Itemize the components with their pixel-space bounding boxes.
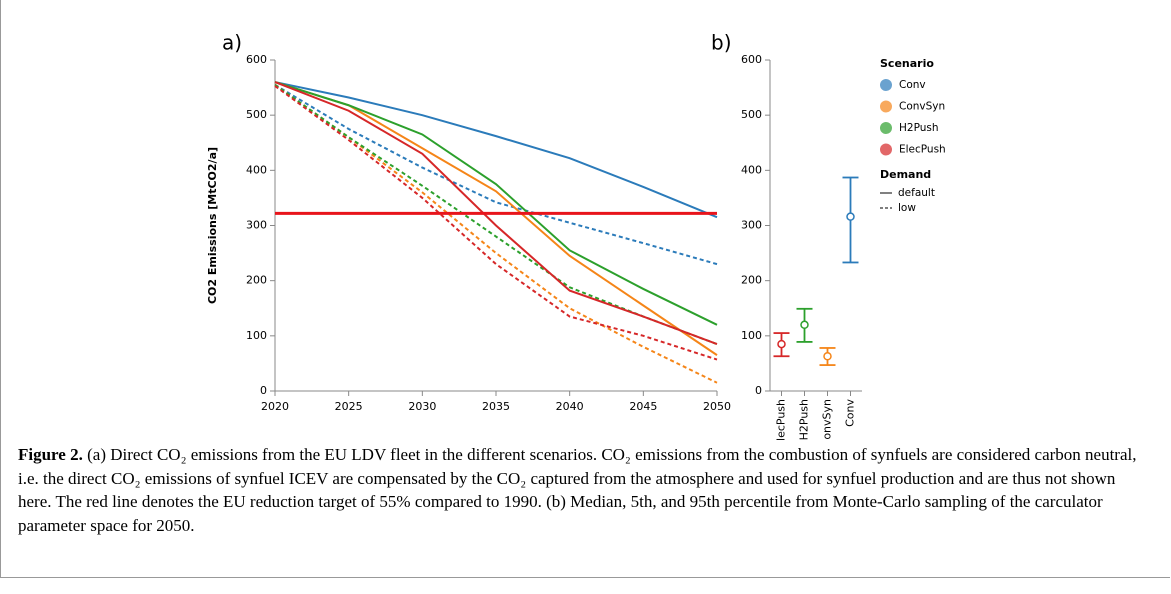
x-tick-label: 2050	[703, 400, 731, 413]
y-tick-label: 300	[741, 219, 762, 232]
line-series	[274, 81, 718, 326]
y-tick-label: 100	[246, 329, 267, 342]
y-tick-label: 600	[741, 53, 762, 66]
legend-label: default	[898, 187, 935, 199]
line-series	[274, 81, 718, 346]
y-tick-label: 400	[741, 163, 762, 176]
legend-title: Scenario	[880, 57, 934, 70]
x-tick-label: 2020	[261, 400, 289, 413]
median-point	[823, 351, 832, 361]
legend-label: ConvSyn	[899, 101, 945, 113]
panel-label: b)	[711, 31, 732, 55]
x-tick-label: 2035	[482, 400, 510, 413]
y-tick-label: 0	[755, 384, 762, 397]
x-tick-label: H2Push	[798, 399, 811, 440]
x-tick-label: 2040	[556, 400, 584, 413]
y-axis-title: CO2 Emissions [MtCO2/a]	[206, 147, 219, 304]
line-series	[274, 83, 718, 266]
line-series	[274, 85, 718, 361]
y-tick-label: 100	[741, 329, 762, 342]
caption-label: Figure 2.	[18, 445, 83, 464]
legend-symbol	[880, 100, 892, 113]
x-tick-label: ElecPush	[775, 399, 788, 440]
y-tick-label: 200	[741, 274, 762, 287]
panel-label: a)	[222, 31, 242, 55]
y-tick-label: 0	[260, 384, 267, 397]
x-tick-label: Conv	[844, 399, 857, 427]
caption-text: (a) Direct CO₂ emissions from the EU LDV…	[18, 445, 1137, 535]
line-series	[274, 81, 718, 356]
x-tick-label: 2045	[629, 400, 657, 413]
y-tick-label: 200	[246, 274, 267, 287]
line-series	[274, 81, 718, 219]
median-point	[777, 339, 786, 349]
median-point	[846, 212, 855, 221]
y-tick-label: 600	[246, 53, 267, 66]
caption: Figure 2. (a) Direct CO₂ emissions from …	[18, 443, 1138, 537]
legend-title: Demand	[880, 168, 931, 181]
x-tick-label: 2030	[408, 400, 436, 413]
legend-symbol	[880, 79, 892, 91]
legend-label: ElecPush	[899, 144, 946, 156]
figure-frame	[0, 0, 1170, 578]
legend-label: H2Push	[899, 122, 939, 134]
x-tick-label: ConvSyn	[821, 399, 834, 440]
y-tick-label: 500	[741, 108, 762, 121]
legend-symbol	[880, 122, 892, 134]
y-tick-label: 500	[246, 108, 267, 121]
legend-label: Conv	[899, 79, 926, 91]
y-tick-label: 300	[246, 219, 267, 232]
y-tick-label: 400	[246, 163, 267, 176]
median-point	[800, 320, 809, 330]
x-tick-label: 2025	[335, 400, 363, 413]
figure: 0 100 200 300 400 500 600 2020 2025 2030 2035 2040 2…	[206, 31, 946, 441]
legend-symbol	[880, 143, 892, 156]
legend-label: low	[898, 202, 916, 214]
